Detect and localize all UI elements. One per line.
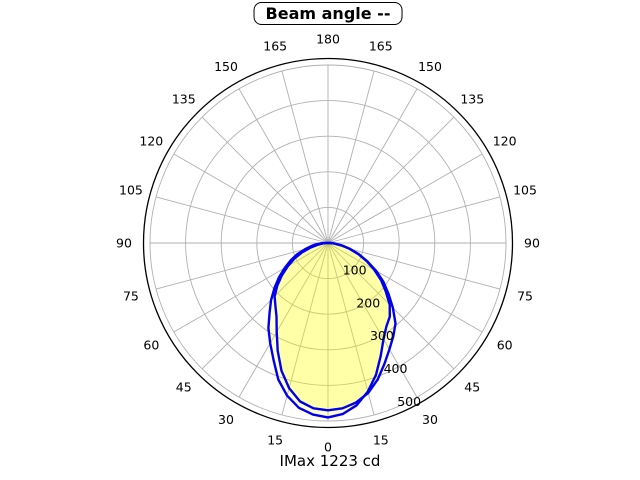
outer-border-circle (142, 57, 514, 429)
theta-grid-line (327, 242, 483, 333)
theta-tick-label: 90 (116, 236, 132, 251)
theta-grid-line (201, 116, 329, 244)
theta-grid-line (327, 116, 455, 244)
theta-tick-label: 120 (139, 134, 163, 149)
intensity-area-curve-2 (274, 243, 396, 411)
theta-grid-line (327, 196, 501, 244)
theta-tick-label: 45 (176, 380, 192, 395)
theta-tick-label: 15 (267, 433, 283, 448)
r-tick-label: 300 (370, 328, 394, 343)
theta-grid-line (327, 153, 483, 244)
theta-tick-label: 150 (418, 59, 442, 74)
theta-tick-label: 90 (524, 236, 540, 251)
theta-tick-label: 15 (373, 433, 389, 448)
theta-tick-label: 120 (493, 134, 517, 149)
theta-grid-line (238, 242, 329, 398)
theta-tick-label: 60 (497, 338, 513, 353)
theta-tick-label: 135 (172, 91, 196, 106)
r-tick-label: 200 (356, 295, 380, 310)
theta-grid-line (327, 88, 418, 244)
theta-grid-line (327, 242, 418, 398)
intensity-area-curve-1 (268, 242, 390, 418)
theta-grid-line (201, 242, 329, 370)
theta-tick-label: 165 (263, 38, 287, 53)
imax-caption: IMax 1223 cd (279, 452, 381, 470)
theta-tick-label: 45 (464, 380, 480, 395)
theta-grid-line (173, 242, 329, 333)
theta-grid-line (173, 153, 329, 244)
r-tick-label: 100 (343, 262, 367, 277)
r-tick-label: 500 (397, 394, 421, 409)
theta-grid-line (327, 242, 501, 290)
theta-grid-line (238, 88, 329, 244)
theta-tick-label: 150 (214, 59, 238, 74)
theta-tick-label: 60 (143, 338, 159, 353)
intensity-curve-2 (273, 241, 397, 412)
theta-tick-label: 105 (513, 183, 537, 198)
theta-grid-line (155, 196, 329, 244)
theta-grid-line (155, 242, 329, 290)
theta-tick-label: 135 (460, 91, 484, 106)
theta-tick-label: 165 (369, 38, 393, 53)
theta-grid-line (327, 242, 375, 416)
r-tick-label: 400 (384, 361, 408, 376)
theta-grid-line (327, 242, 455, 370)
theta-tick-label: 105 (119, 183, 143, 198)
theta-tick-label: 30 (218, 412, 234, 427)
theta-grid-line (281, 70, 329, 244)
chart-title: Beam angle -- (253, 2, 403, 25)
theta-tick-label: 180 (316, 32, 340, 47)
theta-tick-label: 75 (517, 288, 533, 303)
theta-tick-label: 30 (422, 412, 438, 427)
theta-tick-label: 75 (123, 288, 139, 303)
theta-tick-label: 0 (324, 440, 332, 455)
theta-grid-line (327, 70, 375, 244)
